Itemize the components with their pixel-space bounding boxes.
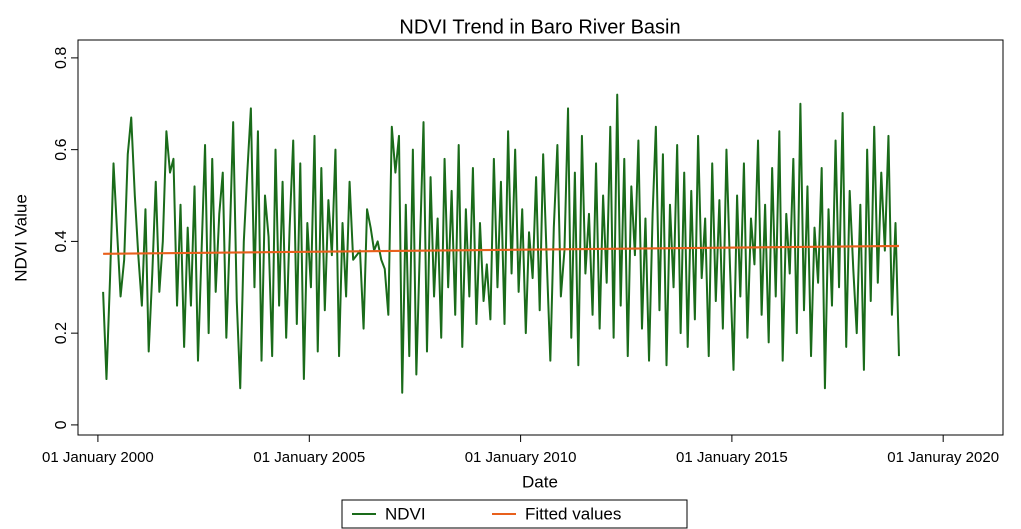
y-axis-title: NDVI Value	[11, 194, 30, 282]
y-tick-label: 0.2	[53, 322, 70, 344]
x-tick-label: 01 January 2005	[253, 449, 365, 466]
x-tick-label: 01 January 2000	[42, 449, 154, 466]
y-tick-label: 0.8	[53, 47, 70, 69]
series-line	[103, 244, 899, 255]
y-tick-label: 0.6	[53, 138, 70, 160]
legend-label: NDVI	[385, 504, 426, 523]
plot-frame	[77, 39, 1004, 436]
x-tick-label: 01 Januray 2020	[887, 449, 999, 466]
legend-label: Fitted values	[525, 504, 621, 523]
x-axis-title: Date	[522, 472, 558, 491]
x-tick-label: 01 January 2015	[676, 449, 788, 466]
legend: NDVI Fitted values	[341, 499, 688, 529]
x-tick-label: 01 January 2010	[465, 449, 577, 466]
y-tick-label: 0	[53, 420, 70, 429]
chart-title: NDVI Trend in Baro River Basin	[399, 16, 680, 38]
series-line	[102, 93, 900, 394]
y-tick-label: 0.4	[53, 230, 70, 252]
